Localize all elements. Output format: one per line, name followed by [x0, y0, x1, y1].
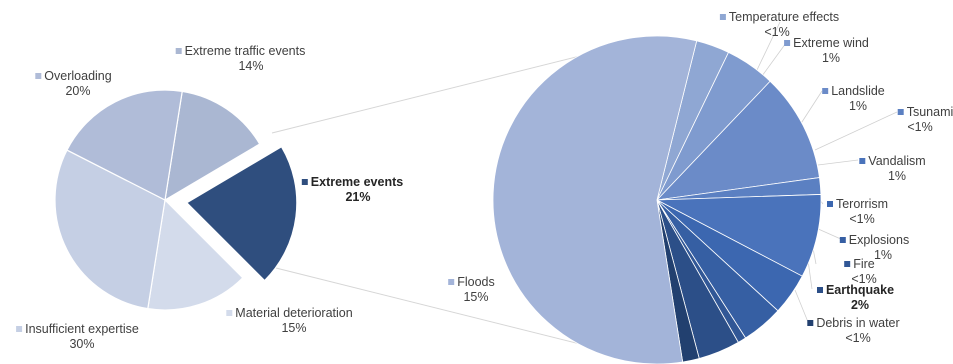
legend-marker	[844, 261, 851, 267]
label-pct-material-deterioration: 15%	[281, 321, 306, 335]
label-name-tsunami: Tsunami	[907, 105, 953, 119]
pie-left	[54, 89, 298, 311]
label-name-floods: Floods	[457, 275, 495, 289]
legend-marker	[839, 237, 846, 243]
left-slice-extreme-traffic-events	[164, 90, 261, 202]
leader-line	[815, 227, 844, 241]
left-slice-material-deterioration	[147, 198, 244, 311]
leader-line	[794, 289, 809, 323]
left-slice-insufficient-expertise	[54, 149, 166, 310]
leader-line	[814, 111, 898, 151]
label-terorrism: Terorrism<1%	[827, 197, 888, 226]
leader-line	[817, 159, 859, 166]
legend-marker	[822, 88, 829, 94]
label-pct-floods: 15%	[463, 290, 488, 304]
label-name-extreme-wind: Extreme wind	[793, 36, 869, 50]
label-pct-debris-in-water: <1%	[845, 331, 870, 345]
right-slice-landslide	[655, 80, 820, 201]
label-debris-in-water: Debris in water<1%	[807, 316, 900, 345]
legend-marker	[448, 279, 455, 285]
legend-marker	[784, 40, 791, 46]
legend-marker	[807, 320, 814, 326]
label-name-extreme-events: Extreme events	[311, 175, 403, 189]
leader-line	[756, 21, 781, 71]
legend-marker	[719, 14, 726, 20]
label-pct-extreme-traffic-events: 14%	[238, 59, 263, 73]
label-name-overloading: Overloading	[44, 69, 111, 83]
label-name-explosions: Explosions	[849, 233, 909, 247]
legend-marker	[16, 326, 23, 332]
legend-marker	[175, 48, 182, 54]
label-pct-extreme-events: 21%	[345, 190, 370, 204]
label-temperature-effects: Temperature effects<1%	[719, 10, 839, 39]
legend-marker	[859, 158, 866, 164]
legend-marker	[226, 310, 233, 316]
label-pct-temperature-effects: <1%	[764, 25, 789, 39]
legend-marker	[897, 109, 904, 115]
label-pct-landslide: 1%	[849, 99, 867, 113]
label-name-fire: Fire	[853, 257, 875, 271]
leader-line	[761, 42, 787, 77]
label-name-landslide: Landslide	[831, 84, 885, 98]
legend-marker	[817, 287, 823, 293]
left-slice-overloading	[66, 89, 183, 201]
label-pct-fire: <1%	[851, 272, 876, 286]
label-pct-insufficient-expertise: 30%	[69, 337, 94, 351]
label-pct-explosions: 1%	[874, 248, 892, 262]
label-name-material-deterioration: Material deterioration	[235, 306, 352, 320]
legend-marker	[301, 179, 308, 185]
label-tsunami: Tsunami<1%	[897, 105, 953, 134]
leader-line	[799, 90, 823, 126]
legend-marker	[827, 201, 833, 207]
label-pct-extreme-wind: 1%	[822, 51, 840, 65]
legend-marker	[35, 73, 42, 79]
label-name-earthquake: Earthquake	[826, 283, 894, 297]
label-fire: Fire<1%	[844, 257, 877, 286]
label-name-debris-in-water: Debris in water	[816, 316, 899, 330]
label-pct-tsunami: <1%	[907, 120, 932, 134]
label-name-temperature-effects: Temperature effects	[729, 10, 839, 24]
label-pct-earthquake: 2%	[851, 298, 869, 312]
label-name-insufficient-expertise: Insufficient expertise	[25, 322, 139, 336]
label-name-terorrism: Terorrism	[836, 197, 888, 211]
label-pct-terorrism: <1%	[849, 212, 874, 226]
label-pct-overloading: 20%	[65, 84, 90, 98]
label-name-extreme-traffic-events: Extreme traffic events	[185, 44, 306, 58]
left-slice-extreme-events	[185, 145, 298, 282]
pie-right	[492, 35, 822, 364]
right-slice-floods	[492, 35, 698, 364]
label-pct-vandalism: 1%	[888, 169, 906, 183]
label-name-vandalism: Vandalism	[868, 154, 925, 168]
